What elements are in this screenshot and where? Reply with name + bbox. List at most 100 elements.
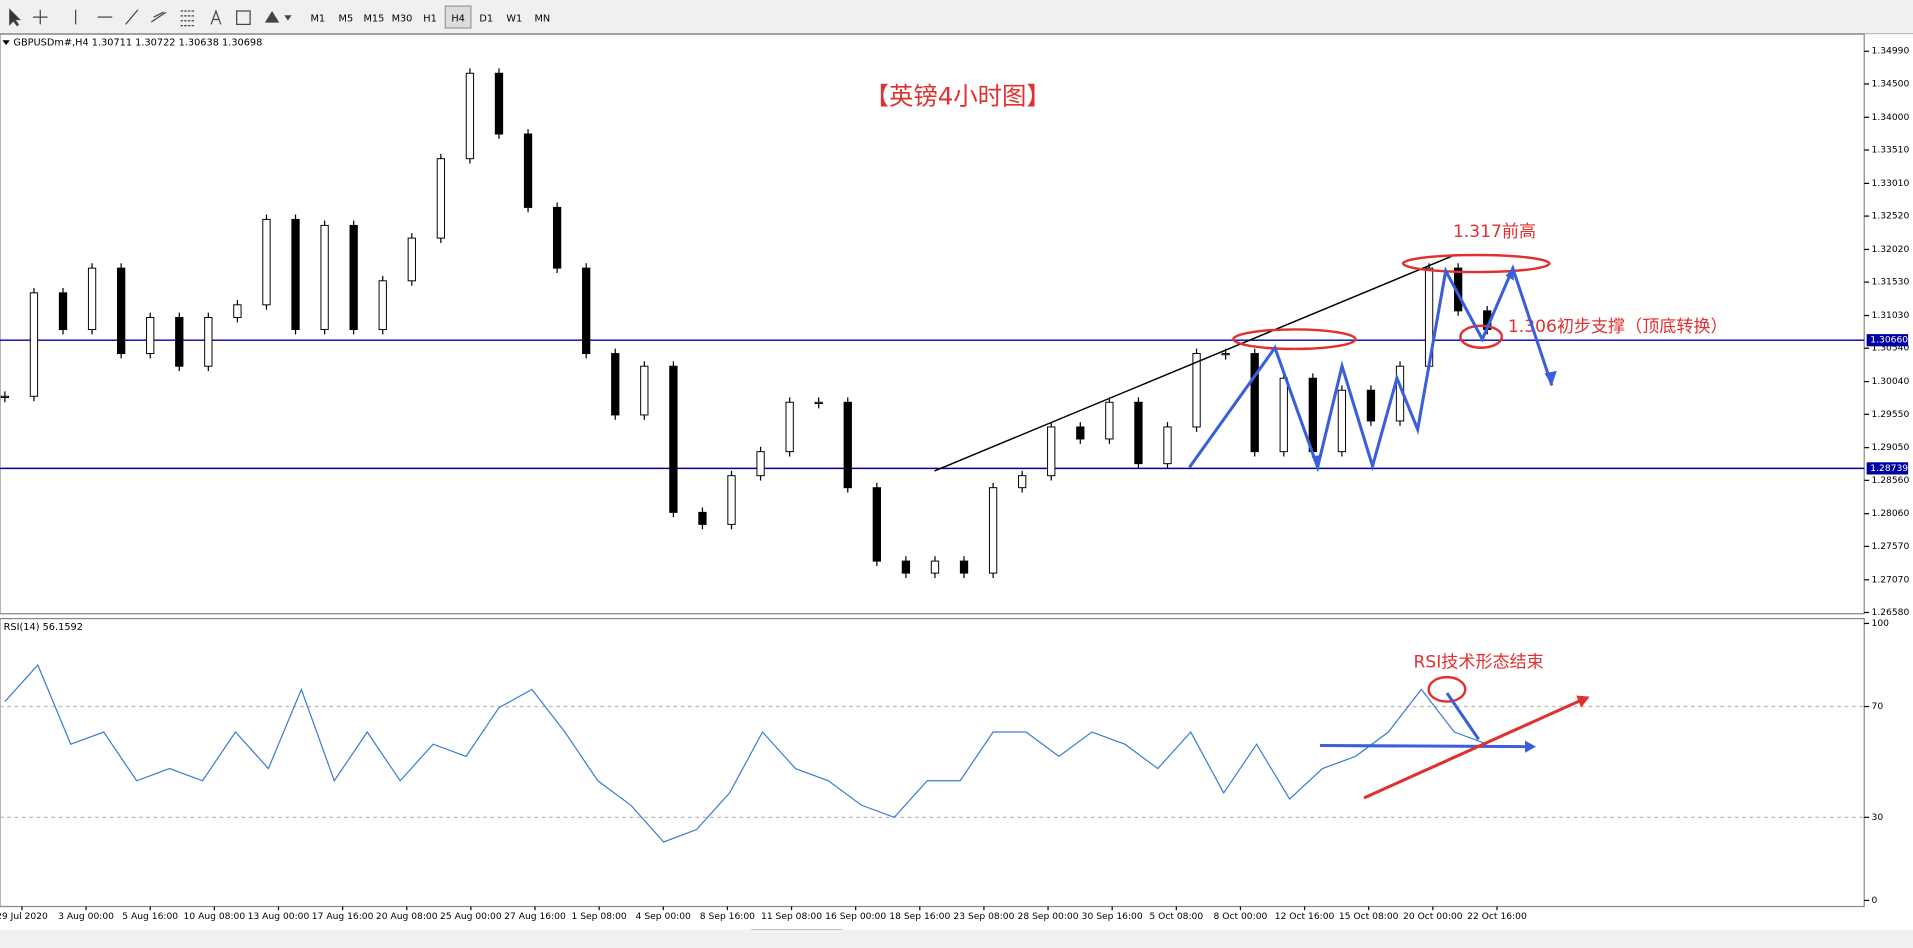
x-tick-label: 15 Oct 08:00 bbox=[1339, 912, 1399, 922]
y-tick-label: 1.34500 bbox=[1872, 79, 1910, 89]
candle bbox=[1337, 389, 1347, 453]
x-tick-label: 30 Sep 16:00 bbox=[1082, 912, 1143, 922]
x-tick-label: 23 Sep 08:00 bbox=[953, 912, 1014, 922]
x-tick-label: 18 Sep 16:00 bbox=[889, 912, 950, 922]
candle bbox=[29, 292, 39, 397]
candle bbox=[175, 317, 184, 367]
y-tick-label: 1.31030 bbox=[1872, 311, 1910, 321]
x-tick-label: 11 Sep 08:00 bbox=[761, 912, 822, 922]
y-tick-label: 0 bbox=[1872, 896, 1878, 906]
x-tick-label: 8 Oct 00:00 bbox=[1214, 912, 1268, 922]
label-tool[interactable] bbox=[236, 10, 251, 26]
x-tick-label: 5 Aug 16:00 bbox=[122, 912, 178, 922]
x-tick-label: 25 Aug 00:00 bbox=[440, 912, 502, 922]
candle bbox=[872, 487, 881, 562]
fibo-tool[interactable] bbox=[180, 10, 196, 27]
annotation: 1.317前高 bbox=[1453, 222, 1536, 242]
y-tick-label: 1.28560 bbox=[1872, 476, 1910, 486]
trend-line bbox=[934, 255, 1453, 472]
collapse-icon bbox=[2, 40, 10, 46]
level-label: 1.28739 bbox=[1870, 464, 1908, 474]
candle bbox=[204, 317, 213, 367]
candle bbox=[523, 133, 533, 208]
x-tick-label: 16 Sep 00:00 bbox=[825, 912, 886, 922]
rsi-trend-line bbox=[1363, 697, 1585, 800]
x-tick-label: 20 Oct 00:00 bbox=[1403, 912, 1463, 922]
y-tick-label: 1.34990 bbox=[1872, 47, 1910, 57]
text-tool[interactable] bbox=[210, 9, 222, 25]
timeframe-button[interactable]: D1 bbox=[479, 13, 493, 24]
candle bbox=[494, 72, 504, 135]
x-tick-label: 20 Aug 08:00 bbox=[376, 912, 438, 922]
candle bbox=[959, 560, 969, 574]
x-tick-label: 22 Oct 16:00 bbox=[1467, 912, 1527, 922]
y-tick-label: 1.27070 bbox=[1872, 575, 1910, 585]
y-tick-label: 1.32020 bbox=[1872, 245, 1910, 255]
timeframe-button[interactable]: M1 bbox=[311, 13, 326, 24]
y-tick-label: 1.29550 bbox=[1872, 410, 1910, 420]
cursor-tool[interactable] bbox=[9, 8, 21, 27]
x-tick-label: 3 Aug 00:00 bbox=[58, 912, 114, 922]
x-tick-label: 17 Aug 16:00 bbox=[312, 912, 374, 922]
y-tick-label: 1.33510 bbox=[1872, 146, 1910, 156]
y-tick-label: 100 bbox=[1872, 619, 1890, 629]
symbol-info: GBPUSDm#,H4 1.30711 1.30722 1.30638 1.30… bbox=[13, 38, 262, 49]
candle bbox=[640, 365, 649, 416]
crosshair-tool[interactable] bbox=[32, 9, 48, 25]
timeframe-button[interactable]: M30 bbox=[392, 13, 413, 24]
candle bbox=[1366, 389, 1376, 422]
trendline-tool[interactable] bbox=[125, 9, 139, 25]
arrow-head bbox=[1576, 695, 1590, 708]
timeframe-button[interactable]: H1 bbox=[423, 13, 437, 24]
y-tick-label: 1.28060 bbox=[1872, 509, 1910, 519]
candle bbox=[727, 475, 736, 525]
candle bbox=[0, 395, 10, 398]
y-tick-label: 1.34000 bbox=[1872, 113, 1910, 123]
candle bbox=[785, 401, 794, 453]
candle bbox=[1105, 401, 1114, 440]
timeframe-button[interactable]: H4 bbox=[451, 13, 465, 24]
timeframe-button[interactable]: M15 bbox=[364, 13, 385, 24]
timeframe-button[interactable]: W1 bbox=[506, 13, 522, 24]
circle-mark bbox=[1401, 253, 1551, 274]
candle bbox=[146, 317, 155, 355]
x-tick-label: 10 Aug 08:00 bbox=[184, 912, 246, 922]
x-tick-label: 1 Sep 08:00 bbox=[572, 912, 627, 922]
circle-mark bbox=[1232, 328, 1357, 351]
candle bbox=[262, 218, 271, 306]
candle bbox=[1018, 475, 1027, 489]
shapes-tool[interactable] bbox=[264, 11, 292, 23]
x-tick-label: 5 Oct 08:00 bbox=[1149, 912, 1203, 922]
timeframe-button[interactable]: M5 bbox=[339, 13, 354, 24]
y-tick-label: 1.26580 bbox=[1872, 608, 1910, 618]
circle-mark bbox=[1427, 675, 1467, 703]
y-tick-label: 1.30540 bbox=[1872, 344, 1910, 354]
drawings bbox=[934, 253, 1590, 800]
candle bbox=[87, 267, 97, 331]
annotation: 1.306初步支撑（顶底转换） bbox=[1508, 317, 1728, 337]
candle bbox=[233, 304, 242, 319]
candle bbox=[1308, 377, 1317, 453]
x-tick-label: 27 Aug 16:00 bbox=[504, 912, 566, 922]
candle bbox=[1076, 426, 1085, 440]
candle bbox=[1279, 377, 1288, 453]
x-tick-label: 29 Jul 2020 bbox=[0, 912, 48, 922]
x-tick-label: 12 Oct 16:00 bbox=[1275, 912, 1335, 922]
candle bbox=[436, 158, 446, 239]
rsi-support-line bbox=[1320, 743, 1532, 749]
timeframe-button[interactable]: MN bbox=[534, 13, 550, 24]
y-tick-label: 1.31530 bbox=[1872, 278, 1910, 288]
candle bbox=[1163, 426, 1172, 465]
candle bbox=[465, 72, 475, 160]
x-tick-label: 4 Sep 00:00 bbox=[636, 912, 691, 922]
y-tick-label: 1.33010 bbox=[1872, 179, 1910, 189]
candle bbox=[1047, 426, 1056, 477]
channel-tool[interactable] bbox=[150, 11, 167, 23]
candle bbox=[1221, 353, 1230, 356]
y-tick-label: 1.29050 bbox=[1872, 443, 1910, 453]
wave-arrows bbox=[1188, 264, 1554, 473]
candle bbox=[58, 292, 68, 331]
candle bbox=[988, 487, 998, 574]
